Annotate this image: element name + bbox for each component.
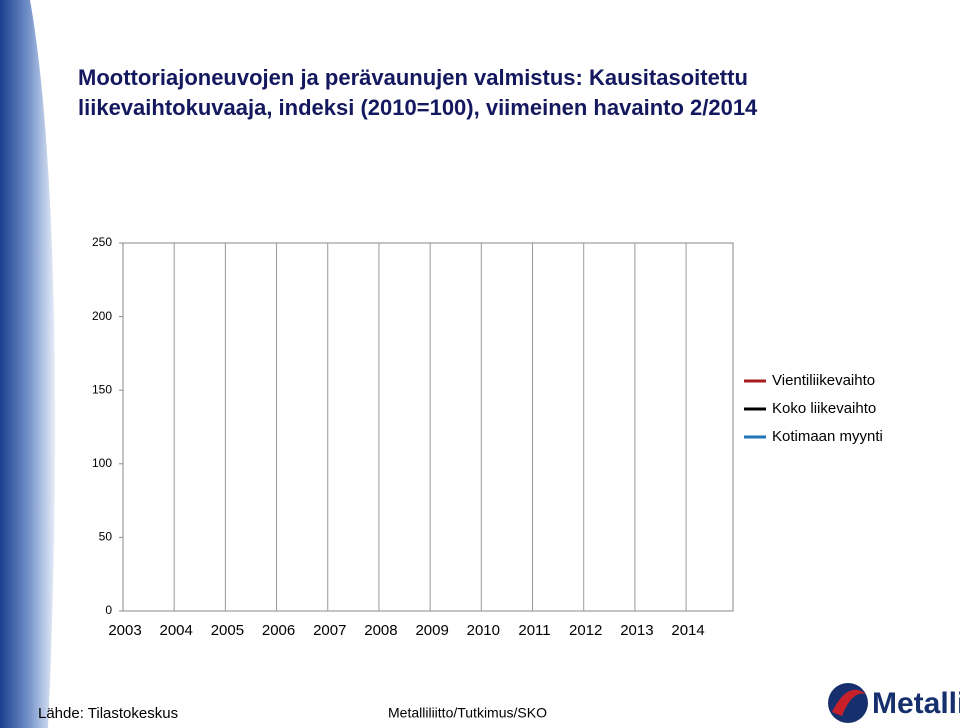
logo: Metalli <box>828 683 960 723</box>
chart-title: Moottoriajoneuvojen ja perävaunujen valm… <box>78 65 748 90</box>
x-tick-label: 2011 <box>518 622 550 639</box>
y-tick-label: 250 <box>92 235 112 249</box>
legend-label: Koko liikevaihto <box>772 400 876 417</box>
x-tick-label: 2009 <box>415 622 448 639</box>
logo-text: Metalli <box>872 687 960 720</box>
x-tick-label: 2003 <box>108 622 141 639</box>
source: Lähde: Tilastokeskus <box>38 705 178 722</box>
y-tick-label: 200 <box>92 309 112 323</box>
y-tick-label: 150 <box>92 382 112 396</box>
plot-frame <box>122 242 734 612</box>
x-tick-label: 2006 <box>262 622 295 639</box>
decor-swoosh <box>0 0 56 728</box>
legend-label: Kotimaan myynti <box>772 428 883 445</box>
x-tick-label: 2014 <box>671 622 704 639</box>
y-tick-label: 100 <box>92 456 112 470</box>
logo-icon <box>832 689 866 716</box>
x-tick-label: 2013 <box>620 622 653 639</box>
x-tick-label: 2004 <box>160 622 193 639</box>
y-tick-label: 50 <box>99 530 113 544</box>
x-tick-label: 2012 <box>569 622 602 639</box>
x-tick-label: 2010 <box>467 622 500 639</box>
legend-label: Vientiliikevaihto <box>772 372 875 389</box>
chart-title: liikevaihtokuvaaja, indeksi (2010=100), … <box>78 95 758 120</box>
x-tick-label: 2007 <box>313 622 346 639</box>
credit: Metalliliitto/Tutkimus/SKO <box>388 705 547 721</box>
y-tick-label: 0 <box>105 603 112 617</box>
x-tick-label: 2008 <box>364 622 397 639</box>
x-tick-label: 2005 <box>211 622 244 639</box>
